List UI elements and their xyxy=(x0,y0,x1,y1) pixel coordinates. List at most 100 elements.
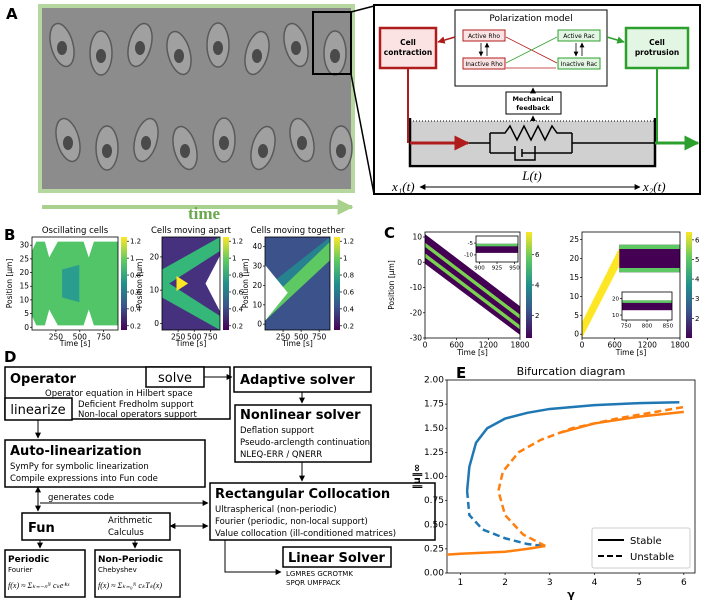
zoom-line xyxy=(350,5,375,13)
node-label: Active Rac xyxy=(563,33,594,40)
x-tick-label: 600 xyxy=(450,341,465,350)
node xyxy=(209,482,436,541)
colorbar-tick-label: 0.6 xyxy=(232,288,244,296)
heatmap-region xyxy=(619,244,680,249)
plot-title: Cells moving apart xyxy=(151,226,232,236)
arrow xyxy=(437,36,456,44)
node xyxy=(557,29,601,42)
heatmap xyxy=(162,237,220,330)
x-tick-label: 3 xyxy=(547,578,553,588)
nucleus xyxy=(297,136,307,150)
node-text: Ultraspherical (non-periodic) xyxy=(215,505,337,515)
y-tick-label: -20 xyxy=(410,308,422,317)
nucleus xyxy=(174,49,184,63)
nucleus xyxy=(135,41,145,55)
y-tick-label: 1.50 xyxy=(424,424,444,434)
colorbar-tick-label: 0.4 xyxy=(343,305,355,313)
edge xyxy=(224,540,282,575)
y-tick-label: 10 xyxy=(612,313,619,319)
heatmap-region xyxy=(425,242,520,319)
y-tick-label: 10 xyxy=(252,300,262,309)
heatmap-region xyxy=(619,268,680,273)
x-tick-label: 500 xyxy=(73,333,88,342)
colorbar-tick-label: 0.4 xyxy=(130,305,142,313)
y-tick-label: 25 xyxy=(19,254,29,263)
y-tick-label: 30 xyxy=(19,241,29,250)
colorbar-tick-label: 1 xyxy=(130,255,134,263)
colorbar-tick-label: 1.2 xyxy=(343,238,354,246)
colorbar xyxy=(121,237,127,330)
x-tick-label: 950 xyxy=(509,266,520,272)
y-tick-label: 25 xyxy=(569,235,579,244)
nucleus xyxy=(258,144,268,158)
y-tick-label: 20 xyxy=(149,252,159,261)
axes-frame xyxy=(424,231,521,339)
x-tick-label: 6 xyxy=(681,578,687,588)
series-line xyxy=(465,490,544,548)
node-text: Compile expressions into Fun code xyxy=(10,474,158,484)
colorbar xyxy=(686,232,692,338)
node xyxy=(462,57,506,70)
axes-frame xyxy=(475,235,519,263)
y-tick-label: 0 xyxy=(257,320,262,329)
nucleus xyxy=(252,49,262,63)
node-text: Deflation support xyxy=(240,426,315,436)
y-tick-label: -10 xyxy=(464,253,473,259)
node xyxy=(94,549,181,598)
y-tick-label: 20 xyxy=(612,296,619,302)
node-title: Adaptive solver xyxy=(240,373,355,388)
heatmap xyxy=(582,232,680,338)
time-label: time xyxy=(188,204,221,223)
x-tick-label: 0 xyxy=(423,341,428,350)
y-tick-label: 20 xyxy=(569,254,579,263)
y-tick-label: 0.25 xyxy=(424,544,444,554)
node xyxy=(282,546,392,568)
y-tick-label: 10 xyxy=(412,233,422,242)
node-title: solve xyxy=(158,371,192,386)
x-tick-label: 0 xyxy=(580,341,585,350)
axes-frame xyxy=(161,236,221,331)
node-title: Rectangular Collocation xyxy=(215,487,390,502)
node xyxy=(462,29,506,42)
panel-label: D xyxy=(4,348,16,366)
inset-band xyxy=(476,243,518,247)
y-tick-label: 0 xyxy=(574,330,579,339)
heatmap xyxy=(265,237,330,330)
axes-frame xyxy=(581,231,681,339)
node-text: Calculus xyxy=(108,528,144,538)
inset-band xyxy=(622,300,672,303)
node-label: Mechanical xyxy=(512,95,553,103)
y-tick-label: 0.75 xyxy=(424,496,444,506)
colorbar-tick-label: 1.2 xyxy=(130,238,141,246)
legend-box xyxy=(591,527,691,569)
panel-label: A xyxy=(6,5,18,23)
series-line xyxy=(446,544,546,556)
node-text: Non-local operators support xyxy=(78,410,198,420)
colorbar-tick-label: 2 xyxy=(535,312,539,320)
axes-frame xyxy=(31,236,119,331)
cell-photo xyxy=(38,4,355,193)
nucleus xyxy=(330,49,340,63)
zoom-box xyxy=(312,11,352,75)
x-tick-label: 900 xyxy=(474,266,485,272)
nucleus xyxy=(213,41,223,55)
heatmap-region xyxy=(425,253,520,330)
x-axis-label: γ xyxy=(567,588,575,601)
y-axis-label: Position [μm] xyxy=(5,259,14,309)
inset-band xyxy=(622,300,672,311)
colorbar-tick-label: 1.2 xyxy=(232,238,243,246)
x-tick-label: 600 xyxy=(608,341,623,350)
legend-label: Unstable xyxy=(630,552,674,563)
node-text: Fourier xyxy=(8,566,33,574)
axes-frame xyxy=(446,379,696,574)
colorbar-tick-label: 1 xyxy=(343,255,347,263)
colorbar-tick-label: 0.6 xyxy=(130,288,142,296)
y-axis-label: Position [μm] xyxy=(241,259,250,309)
colorbar-tick-label: 0.8 xyxy=(130,272,141,280)
heatmap-region xyxy=(162,237,220,289)
heatmap-region xyxy=(62,264,80,303)
y-tick-label: 10 xyxy=(149,286,159,295)
node-text: LGMRES GCROTMK xyxy=(286,570,353,578)
colorbar-tick-label: 4 xyxy=(535,282,540,290)
nucleus xyxy=(219,136,229,150)
